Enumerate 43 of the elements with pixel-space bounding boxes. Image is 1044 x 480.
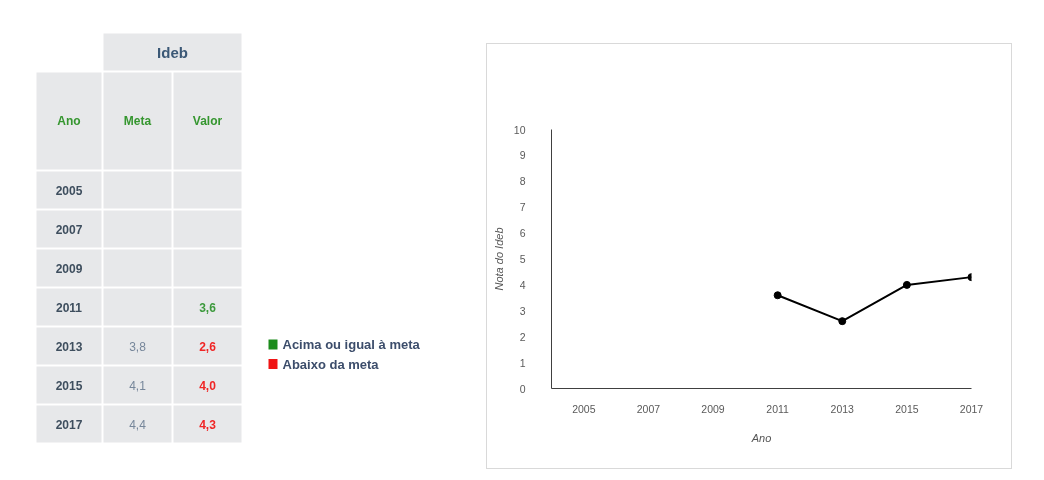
x-tick-label: Meta — [123, 114, 152, 128]
category-label: Acima ou igual à meta — [282, 337, 421, 352]
y-tick-label: 2013 — [55, 339, 83, 354]
x-tick-label: 2013 — [830, 402, 855, 415]
x-tick-label: 2015 — [895, 402, 919, 415]
y-tick-label: 6 — [519, 227, 526, 240]
y-axis-title: Ano — [57, 114, 81, 128]
y-tick-label: 2011 — [55, 300, 83, 315]
y-tick-label: 5 — [519, 253, 526, 265]
y-tick-label: 2015 — [55, 378, 83, 393]
category-label: Abaixo da meta — [282, 356, 380, 372]
y-tick-label: 7 — [519, 201, 526, 214]
data-label: 3,8 — [129, 339, 147, 354]
x-tick-label: 2017 — [959, 402, 984, 415]
y-tick-label: 4 — [519, 278, 526, 291]
data-label: 2,6 — [199, 339, 217, 354]
x-tick-label: 2011 — [766, 402, 790, 415]
y-tick-label: 2017 — [55, 417, 83, 432]
x-tick-label: Valor — [192, 114, 223, 128]
point — [838, 317, 847, 326]
chart-title: Ideb — [157, 43, 188, 61]
y-tick-label: 0 — [519, 382, 526, 395]
point — [902, 280, 911, 289]
y-axis-title: Nota do Ideb — [492, 227, 505, 291]
x-tick-label: 2009 — [701, 402, 725, 415]
y-tick-label: 3 — [519, 304, 526, 317]
y-tick-label: 10 — [513, 123, 526, 136]
y-tick-label: 2009 — [55, 261, 83, 276]
data-label: 4,4 — [129, 417, 147, 432]
x-axis-title: Ano — [750, 431, 772, 444]
y-tick-label: 2005 — [55, 183, 83, 198]
y-tick-label: 2 — [519, 330, 526, 343]
point — [773, 291, 782, 300]
data-label: 3,6 — [199, 300, 217, 315]
data-label: 4,0 — [199, 378, 217, 393]
y-tick-label: 2007 — [55, 222, 83, 237]
y-tick-label: 1 — [519, 356, 526, 369]
y-tick-label: 9 — [519, 149, 526, 162]
data-label: 4,3 — [199, 417, 217, 432]
data-label: 4,1 — [129, 378, 147, 393]
x-tick-label: 2005 — [572, 402, 596, 415]
x-tick-label: 2007 — [636, 402, 661, 415]
y-tick-label: 8 — [519, 175, 526, 188]
